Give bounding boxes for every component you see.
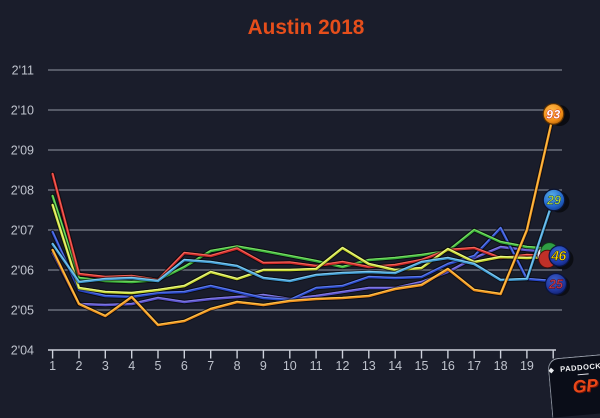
svg-text:9: 9 <box>260 359 267 373</box>
svg-text:11: 11 <box>310 359 323 373</box>
svg-text:5: 5 <box>155 359 162 373</box>
svg-text:8: 8 <box>234 359 241 373</box>
svg-text:2'06: 2'06 <box>11 264 34 278</box>
svg-text:3: 3 <box>102 359 109 373</box>
svg-text:2'10: 2'10 <box>11 104 34 118</box>
svg-text:93: 93 <box>546 108 561 122</box>
svg-text:17: 17 <box>467 359 481 373</box>
svg-text:10: 10 <box>283 359 297 373</box>
svg-text:29: 29 <box>546 194 561 208</box>
svg-text:2: 2 <box>76 359 83 373</box>
svg-text:6: 6 <box>181 359 188 373</box>
svg-text:2'05: 2'05 <box>11 304 34 318</box>
svg-text:2'11: 2'11 <box>12 64 34 78</box>
svg-text:16: 16 <box>441 359 455 373</box>
svg-text:2'08: 2'08 <box>11 184 34 198</box>
svg-text:7: 7 <box>207 359 214 373</box>
svg-text:18: 18 <box>494 359 508 373</box>
svg-text:4: 4 <box>128 359 135 373</box>
svg-text:15: 15 <box>415 359 429 373</box>
svg-text:13: 13 <box>362 359 376 373</box>
svg-text:2'07: 2'07 <box>11 224 34 238</box>
svg-text:46: 46 <box>550 248 566 264</box>
svg-text:14: 14 <box>388 359 402 373</box>
svg-text:2'04: 2'04 <box>11 344 34 358</box>
svg-text:1: 1 <box>49 359 56 373</box>
svg-text:25: 25 <box>548 278 564 292</box>
svg-text:2'09: 2'09 <box>11 144 34 158</box>
svg-text:12: 12 <box>336 359 350 373</box>
svg-text:19: 19 <box>520 359 534 373</box>
